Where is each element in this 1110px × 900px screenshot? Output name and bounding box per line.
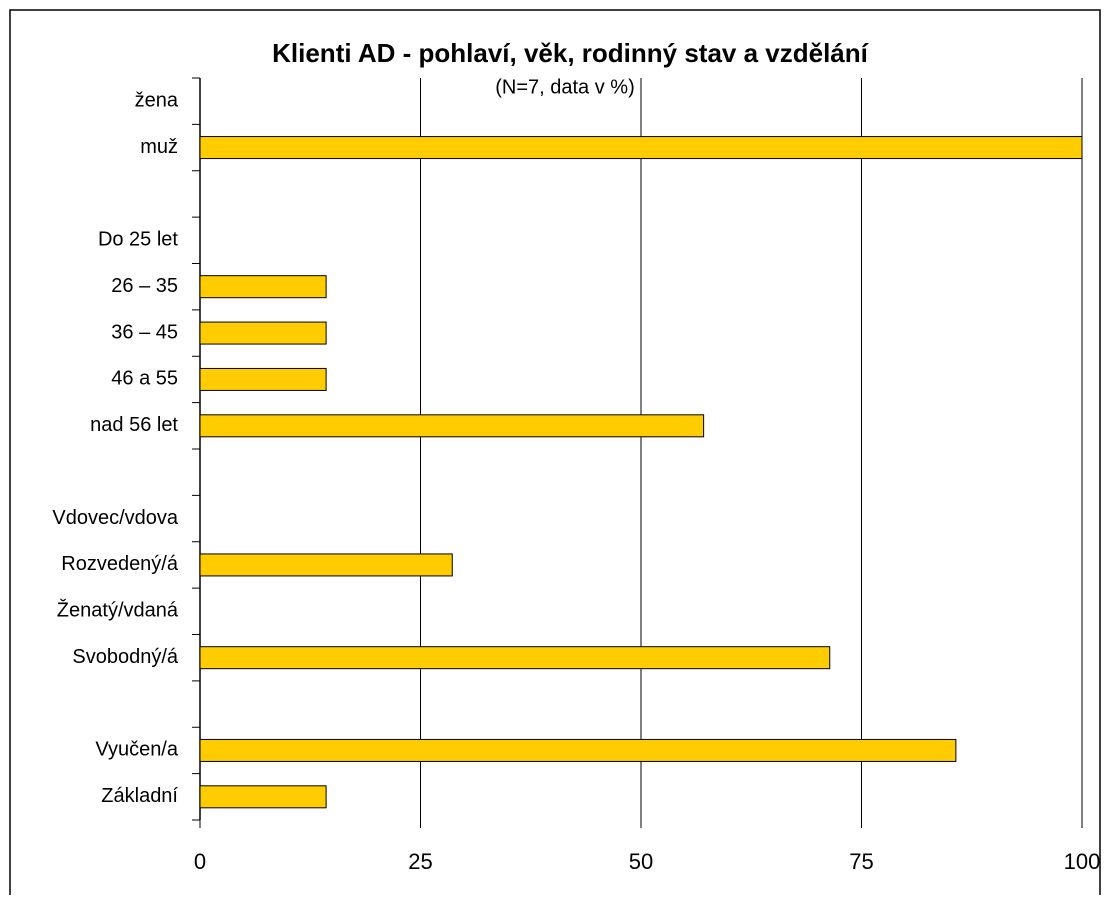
x-tick-label: 0: [194, 849, 206, 874]
y-tick-label: nad 56 let: [90, 414, 178, 436]
y-tick-label: Vyučen/a: [95, 739, 179, 761]
chart-title: Klienti AD - pohlaví, věk, rodinný stav …: [272, 38, 869, 68]
y-tick-label: žena: [135, 89, 179, 111]
bar: [199, 414, 705, 438]
x-tick-label: 100: [1064, 849, 1101, 874]
x-tick-label: 25: [408, 849, 432, 874]
y-tick-label: Základní: [101, 785, 178, 807]
bar: [199, 275, 327, 299]
y-tick-label: Do 25 let: [98, 229, 178, 251]
bar: [199, 321, 327, 345]
bar: [199, 646, 831, 670]
y-tick-label: 36 – 45: [111, 321, 178, 343]
y-tick-label: 46 a 55: [111, 368, 178, 390]
y-tick-label: Rozvedený/á: [61, 553, 179, 575]
bar: [199, 136, 1083, 160]
x-tick-label: 50: [629, 849, 653, 874]
bar: [199, 367, 327, 391]
chart-subtitle: (N=7, data v %): [495, 76, 635, 98]
y-tick-label: Ženatý/vdaná: [57, 599, 179, 622]
bar: [199, 738, 957, 762]
y-tick-label: 26 – 35: [111, 275, 178, 297]
bar: [199, 785, 327, 809]
y-tick-label: muž: [140, 136, 178, 158]
y-tick-label: Svobodný/á: [72, 646, 179, 668]
x-tick-label: 75: [849, 849, 873, 874]
bar: [199, 553, 453, 577]
y-tick-label: Vdovec/vdova: [52, 507, 179, 529]
